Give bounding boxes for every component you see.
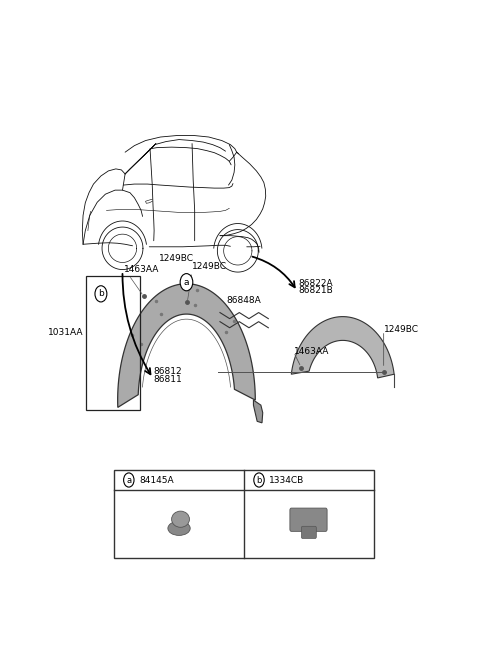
Text: b: b	[98, 289, 104, 298]
Text: 86822A: 86822A	[299, 279, 334, 288]
Polygon shape	[118, 284, 255, 407]
Text: a: a	[184, 278, 189, 286]
Circle shape	[254, 473, 264, 487]
Text: 1463AA: 1463AA	[124, 265, 159, 273]
Text: 86811: 86811	[154, 375, 182, 384]
Ellipse shape	[171, 511, 190, 528]
Text: 1463AA: 1463AA	[294, 346, 329, 355]
Text: b: b	[256, 476, 262, 484]
Polygon shape	[291, 317, 394, 378]
Text: 1249BC: 1249BC	[192, 262, 227, 271]
Bar	[114, 470, 374, 558]
FancyBboxPatch shape	[290, 508, 327, 532]
Text: a: a	[126, 476, 132, 484]
Text: 1249BC: 1249BC	[158, 254, 193, 263]
Text: 1031AA: 1031AA	[48, 328, 83, 337]
Text: 86812: 86812	[154, 367, 182, 376]
Polygon shape	[253, 400, 263, 423]
Text: 1334CB: 1334CB	[269, 476, 305, 484]
Text: 86821B: 86821B	[299, 286, 334, 296]
Text: 84145A: 84145A	[139, 476, 174, 484]
Ellipse shape	[168, 521, 190, 535]
Circle shape	[124, 473, 134, 487]
Circle shape	[180, 273, 193, 291]
FancyBboxPatch shape	[301, 526, 316, 539]
Bar	[86, 276, 140, 410]
Text: 1249BC: 1249BC	[384, 325, 420, 334]
Circle shape	[95, 286, 107, 302]
Text: 86848A: 86848A	[227, 296, 262, 305]
